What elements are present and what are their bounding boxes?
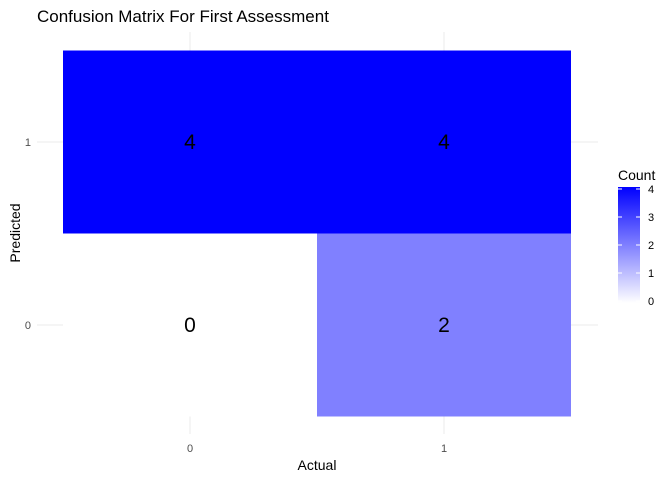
legend-title: Count xyxy=(618,167,655,183)
legend-ticks: 0 1 2 3 4 xyxy=(618,184,654,308)
cell-actual-1-predicted-1 xyxy=(317,50,571,234)
legend: Count 0 1 2 3 4 xyxy=(618,167,655,308)
y-tick-label-1: 1 xyxy=(25,137,31,149)
legend-tick-label-1: 1 xyxy=(648,268,654,280)
cell-label-actual-1-predicted-0: 2 xyxy=(438,314,450,337)
cell-label-actual-0-predicted-0: 0 xyxy=(184,314,196,337)
legend-colorbar xyxy=(618,187,640,303)
heatmap-cells xyxy=(63,50,571,417)
cell-label-actual-0-predicted-1: 4 xyxy=(184,131,196,154)
legend-tick-label-3: 3 xyxy=(648,212,654,224)
y-tick-label-0: 0 xyxy=(25,320,31,332)
legend-tick-label-2: 2 xyxy=(648,240,654,252)
x-tick-label-0: 0 xyxy=(187,443,193,455)
cell-actual-0-predicted-0 xyxy=(63,233,317,417)
legend-tick-label-0: 0 xyxy=(648,296,654,308)
y-axis-title: Predicted xyxy=(7,203,23,262)
legend-tick-label-4: 4 xyxy=(648,184,654,196)
x-tick-label-1: 1 xyxy=(441,443,447,455)
x-axis-title: Actual xyxy=(298,457,337,473)
heatmap-cell-labels: 4 4 0 2 xyxy=(184,131,450,337)
y-axis-ticks: 01 xyxy=(25,137,31,332)
cell-label-actual-1-predicted-1: 4 xyxy=(438,131,450,154)
cell-actual-1-predicted-0 xyxy=(317,233,571,417)
chart-title: Confusion Matrix For First Assessment xyxy=(37,7,329,26)
cell-actual-0-predicted-1 xyxy=(63,50,317,234)
